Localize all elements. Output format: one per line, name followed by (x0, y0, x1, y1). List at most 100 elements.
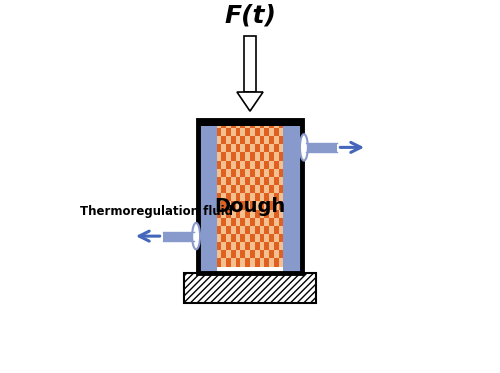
Bar (269, 136, 274, 144)
Bar (274, 258, 278, 267)
Bar (278, 250, 283, 258)
Bar (255, 242, 260, 250)
Bar (198, 120, 302, 126)
Bar (274, 193, 278, 201)
Bar (278, 201, 283, 210)
Bar (269, 250, 274, 258)
Bar (226, 258, 231, 267)
Bar (240, 185, 245, 193)
Bar (260, 234, 264, 242)
Bar (264, 242, 269, 250)
Bar (274, 144, 278, 153)
Bar (240, 234, 245, 242)
Bar (260, 250, 264, 258)
Bar (274, 177, 278, 185)
Bar (274, 226, 278, 234)
Bar (184, 273, 316, 304)
Bar (231, 250, 235, 258)
Bar (269, 234, 274, 242)
Bar (250, 234, 255, 242)
Bar (222, 153, 226, 161)
Bar (264, 193, 269, 201)
Bar (250, 218, 255, 226)
Bar (250, 201, 255, 210)
Bar (226, 226, 231, 234)
Bar (226, 242, 231, 250)
Bar (236, 177, 240, 185)
Bar (274, 210, 278, 218)
Bar (250, 120, 255, 128)
Bar (245, 242, 250, 250)
Bar (236, 242, 240, 250)
Bar (264, 144, 269, 153)
Bar (260, 136, 264, 144)
Bar (278, 185, 283, 193)
Bar (240, 218, 245, 226)
Bar (222, 218, 226, 226)
Bar (236, 161, 240, 169)
Polygon shape (237, 92, 263, 111)
Bar (226, 144, 231, 153)
Bar (278, 120, 283, 128)
Bar (231, 136, 235, 144)
Bar (255, 210, 260, 218)
Bar (264, 161, 269, 169)
Bar (274, 128, 278, 136)
Bar (226, 193, 231, 201)
Bar (269, 169, 274, 177)
Bar (236, 226, 240, 234)
Bar (231, 218, 235, 226)
Bar (245, 144, 250, 153)
Bar (222, 201, 226, 210)
Text: Dough: Dough (214, 197, 286, 216)
Bar (226, 161, 231, 169)
Bar (264, 128, 269, 136)
Bar (226, 128, 231, 136)
Bar (269, 120, 274, 128)
Bar (269, 185, 274, 193)
Bar (216, 210, 222, 218)
Bar (260, 185, 264, 193)
Bar (222, 185, 226, 193)
Text: Thermoregulation fluid: Thermoregulation fluid (80, 205, 233, 218)
Bar (306, 143, 338, 152)
Bar (231, 120, 235, 128)
Bar (278, 218, 283, 226)
Bar (236, 144, 240, 153)
Bar (216, 177, 222, 185)
Bar (260, 169, 264, 177)
Bar (264, 258, 269, 267)
Bar (260, 153, 264, 161)
Bar (245, 193, 250, 201)
Bar (278, 169, 283, 177)
Bar (245, 258, 250, 267)
Bar (245, 226, 250, 234)
Bar (226, 210, 231, 218)
Bar (255, 193, 260, 201)
Bar (244, 37, 256, 92)
Bar (240, 120, 245, 128)
Bar (245, 177, 250, 185)
Bar (216, 120, 284, 267)
Bar (222, 250, 226, 258)
Bar (250, 169, 255, 177)
Bar (222, 234, 226, 242)
Bar (222, 120, 226, 128)
Bar (269, 218, 274, 226)
Bar (236, 193, 240, 201)
Bar (240, 201, 245, 210)
Bar (245, 210, 250, 218)
Bar (284, 120, 302, 273)
Bar (269, 153, 274, 161)
Bar (250, 136, 255, 144)
Bar (255, 226, 260, 234)
Bar (236, 128, 240, 136)
Bar (255, 128, 260, 136)
Bar (240, 153, 245, 161)
Bar (278, 234, 283, 242)
Bar (231, 185, 235, 193)
Bar (216, 258, 222, 267)
Bar (236, 210, 240, 218)
Bar (236, 258, 240, 267)
Ellipse shape (300, 134, 308, 161)
